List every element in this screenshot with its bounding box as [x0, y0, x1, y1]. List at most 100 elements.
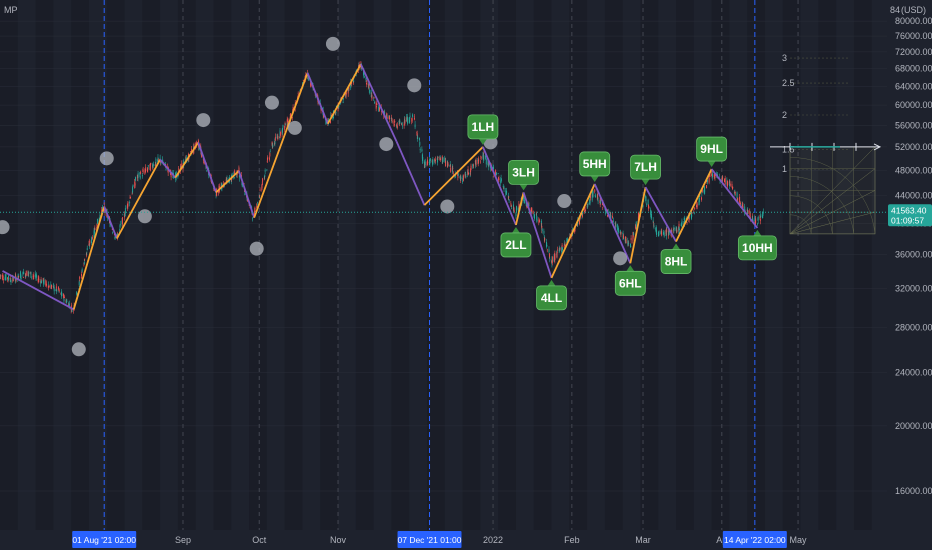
candle-body	[172, 172, 174, 174]
pivot-marker	[379, 137, 394, 152]
candle-body	[20, 273, 22, 279]
fib-fan-line	[789, 146, 876, 235]
candle-body	[38, 279, 40, 281]
candle-body	[579, 218, 580, 224]
candle-body	[79, 277, 81, 279]
candle-body	[684, 217, 685, 224]
candle-body	[35, 273, 37, 278]
swing-label: 1LH	[467, 114, 499, 145]
time-axis: Sep Oct Nov 2022 Feb Mar Ap May 01 Aug '21 02:00…	[72, 531, 807, 548]
candle-body	[535, 213, 537, 215]
candle-body	[523, 195, 525, 199]
candle-body	[374, 102, 375, 104]
candle-body	[285, 124, 286, 126]
candle-body	[348, 87, 350, 89]
candle-body	[198, 148, 200, 150]
candle-body	[635, 221, 637, 227]
candle-body	[653, 224, 655, 226]
price-badge-countdown: 01:09:57	[891, 215, 924, 225]
candle-body	[647, 200, 649, 205]
swing-label-box	[737, 235, 777, 261]
candle-body	[538, 219, 540, 220]
candle-body	[91, 238, 92, 244]
y-tick-label: 64000.00	[895, 81, 932, 91]
candle-body	[480, 156, 482, 157]
candle-body	[403, 124, 405, 126]
candle-body	[147, 168, 148, 172]
session-band	[782, 0, 801, 530]
candle-body	[628, 243, 630, 245]
candle-body	[712, 173, 713, 178]
candle-body	[407, 117, 408, 124]
candle-body	[600, 202, 602, 203]
candle-body	[154, 165, 156, 166]
zigzag-down-leg	[103, 206, 118, 239]
y-tick-label: 28000.00	[895, 323, 932, 333]
candle-body	[263, 177, 265, 179]
fib-fan-line	[789, 211, 876, 235]
candle-body	[513, 210, 515, 213]
candle-body	[668, 229, 670, 234]
candle-body	[734, 192, 736, 193]
candle-body	[157, 158, 159, 160]
candle-body	[645, 203, 647, 205]
zigzag-down-leg	[593, 183, 632, 264]
candle-body	[347, 89, 349, 94]
candle-body	[620, 231, 622, 235]
candle-body	[431, 161, 433, 163]
price-axis-panel[interactable]	[887, 0, 932, 530]
candle-body	[676, 229, 678, 233]
session-band	[747, 0, 766, 530]
fib-grid-tool[interactable]: 1 1.5 2 2.5 3	[770, 53, 882, 235]
candle-body	[699, 195, 701, 197]
candle-body	[139, 176, 141, 179]
fib-level-label: 1	[782, 164, 787, 174]
y-tick-label: 48000.00	[895, 165, 932, 175]
candle-body	[445, 161, 447, 167]
candle-body	[497, 173, 499, 175]
candle-body	[259, 195, 261, 197]
candle-body	[442, 157, 444, 162]
candle-body	[446, 163, 448, 165]
candle-body	[117, 233, 119, 236]
candle-body	[412, 114, 414, 117]
candle-body	[112, 232, 114, 233]
candle-body	[254, 207, 256, 215]
candle-body	[632, 235, 634, 241]
x-tick-label: Oct	[252, 535, 267, 545]
candle-body	[561, 246, 563, 252]
candle-body	[759, 218, 761, 221]
candle-body	[759, 217, 761, 218]
candle-body	[370, 89, 372, 94]
fib-arrow	[873, 143, 882, 151]
zigzag-up-leg	[116, 159, 161, 239]
candle-body	[662, 233, 664, 235]
session-band	[391, 0, 410, 530]
highlight-date-label: 14 Apr '22 02:00	[724, 535, 786, 545]
candle-body	[272, 144, 274, 148]
candle-body	[126, 207, 128, 209]
candle-body	[175, 171, 177, 178]
candle-body	[261, 184, 263, 185]
session-band	[249, 0, 267, 530]
candle-body	[541, 225, 543, 230]
fib-level-label: 2.5	[782, 78, 795, 88]
candle-body	[760, 214, 762, 218]
candle-body	[375, 101, 377, 109]
candle-body	[501, 179, 502, 181]
candle-body	[262, 178, 264, 182]
swing-label-text: 3LH	[512, 165, 535, 179]
swing-label-box	[579, 151, 611, 177]
candle-body	[419, 141, 421, 146]
candle-body	[736, 192, 738, 198]
top-partial-tick: 84	[890, 5, 900, 15]
candle-body	[505, 190, 507, 194]
candle-body	[88, 244, 90, 246]
candle-body	[20, 277, 22, 279]
candle-body	[279, 137, 281, 139]
candle-body	[284, 123, 286, 125]
candle-body	[417, 136, 419, 139]
candle-body	[706, 185, 708, 189]
highlight-date-box	[397, 531, 462, 548]
